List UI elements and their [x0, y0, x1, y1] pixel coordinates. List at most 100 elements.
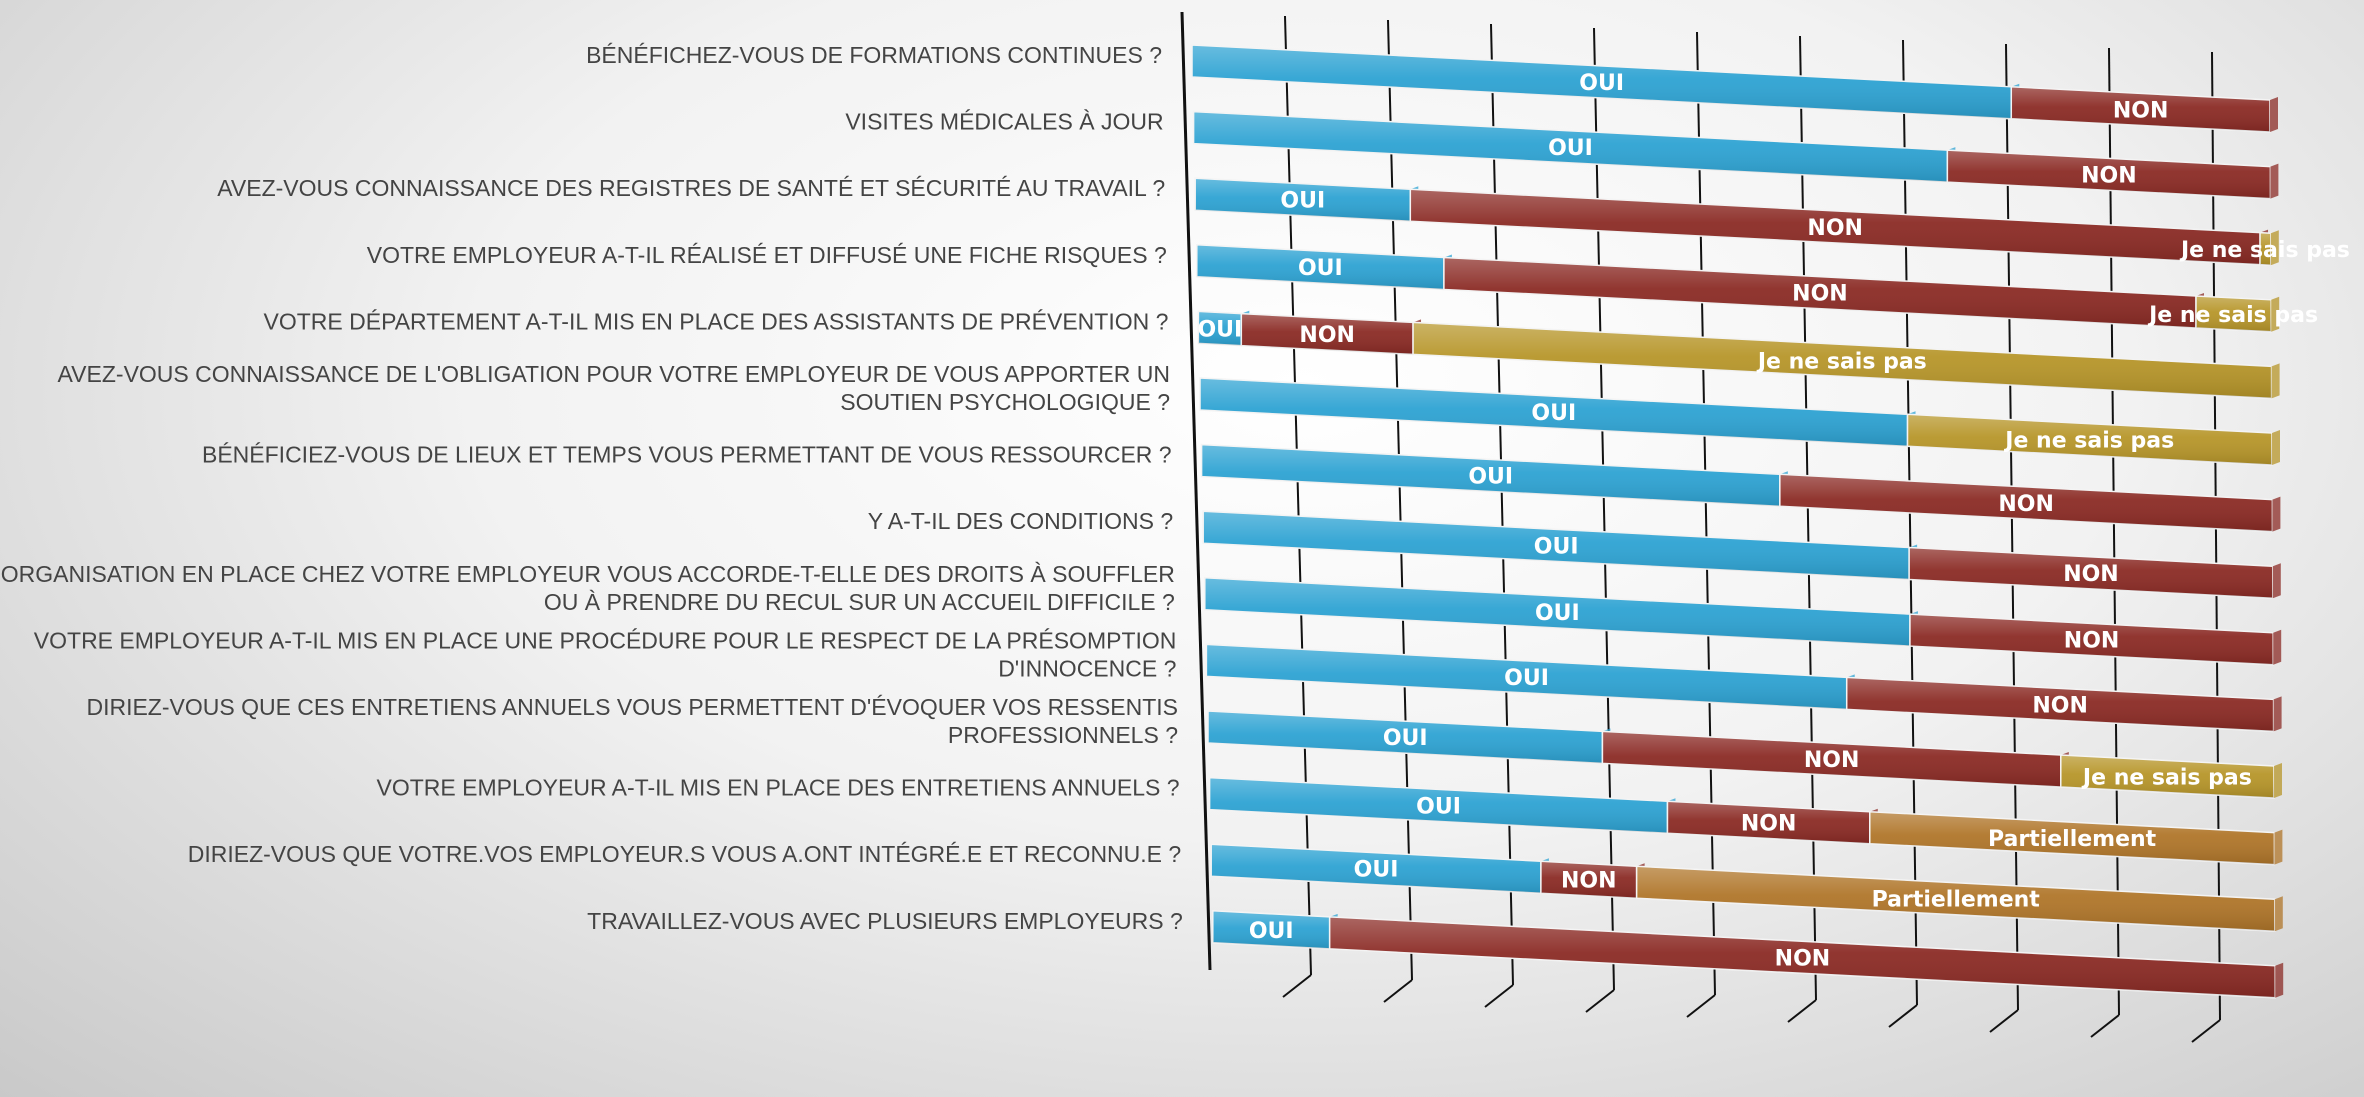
category-label: VOTRE DÉPARTEMENT A-T-IL MIS EN PLACE DE… — [264, 308, 1169, 334]
segment-label: OUI — [1531, 401, 1576, 426]
category-labels: BÉNÉFICHEZ-VOUS DE FORMATIONS CONTINUES … — [0, 42, 1183, 934]
bar-segment-shine — [1636, 866, 2275, 932]
bar-segment: OUI — [1200, 443, 1788, 508]
segment-label: OUI — [1504, 666, 1549, 691]
segment-label: NON — [2064, 628, 2120, 653]
category-label-line: PROFESSIONNELS ? — [948, 722, 1178, 748]
bar-segment-shine — [1540, 861, 1637, 899]
gridline — [2005, 43, 2019, 1011]
gridline — [1799, 35, 1817, 1001]
bar-segment: NON — [1601, 730, 2069, 788]
bar-segment-cap — [2272, 496, 2281, 532]
segment-label: NON — [1561, 869, 1617, 894]
bar-segment-cap — [2270, 163, 2279, 199]
segment-label: Je ne sais pas — [2179, 238, 2350, 263]
segment-label: NON — [1741, 811, 1797, 836]
segment-label: NON — [1792, 282, 1848, 307]
bar-segment-cap — [2270, 97, 2278, 132]
bar-segment-shine — [1208, 711, 1603, 764]
bar-segment-shine — [2060, 755, 2274, 798]
category-label-line: VOTRE EMPLOYEUR A-T-IL RÉALISÉ ET DIFFUS… — [367, 242, 1167, 268]
bar-segment: OUI — [1208, 776, 1676, 835]
bar-segment: NON — [1540, 860, 1645, 899]
bar-segment: OUI — [1205, 643, 1855, 711]
category-label-line: OU À PRENDRE DU RECUL SUR UN ACCUEIL DIF… — [544, 589, 1175, 615]
grid-tick — [1989, 1009, 2019, 1033]
segment-label: OUI — [1197, 318, 1242, 343]
bar-segment: NON — [1409, 188, 2269, 266]
category-label: VOTRE EMPLOYEUR A-T-IL MIS EN PLACE UNE … — [34, 627, 1177, 681]
gridline — [1490, 23, 1514, 986]
bar-segment: NON — [1946, 149, 2279, 200]
bar-segment-cap — [2270, 230, 2279, 266]
bar-segment-cap — [2271, 363, 2280, 399]
grid-tick — [1383, 979, 1413, 1003]
y-axis-line — [1180, 11, 1212, 971]
bar-segment-shine — [1209, 777, 1668, 834]
grid-tick — [1484, 984, 1514, 1008]
category-label-line: DIRIEZ-VOUS QUE CES ENTRETIENS ANNUELS V… — [86, 694, 1178, 720]
gridline — [1902, 39, 1918, 1006]
bar-segment-cap — [2272, 563, 2281, 599]
bar-segment-shine — [1329, 916, 2276, 998]
gridline — [2108, 47, 2120, 1016]
bar-segment-shine — [1193, 111, 1948, 183]
bar-segment: OUI — [1191, 44, 2020, 120]
category-label-line: VOTRE EMPLOYEUR A-T-IL MIS EN PLACE UNE … — [34, 627, 1177, 653]
segment-label: OUI — [1579, 71, 1624, 96]
bar-segment: Je ne sais pas — [2179, 230, 2350, 266]
bar-segment-shine — [1909, 614, 2274, 665]
bar-segment: Je ne sais pas — [2060, 754, 2282, 799]
category-label: VOTRE EMPLOYEUR A-T-IL RÉALISÉ ET DIFFUS… — [367, 242, 1167, 268]
bar-segment: NON — [1443, 256, 2204, 329]
bar-segment-shine — [1204, 577, 1910, 647]
grid-tick — [2191, 1019, 2221, 1043]
bar-segment-shine — [1206, 644, 1847, 710]
grid-tick — [1888, 1004, 1918, 1028]
bar-segment-shine — [1779, 474, 2273, 532]
segment-label: OUI — [1535, 601, 1580, 626]
bar-segment: Partiellement — [1635, 865, 2283, 932]
bar-segment: Je ne sais pas — [2147, 295, 2318, 333]
segment-label: NON — [2032, 693, 2088, 718]
bar-segment-shine — [1413, 322, 2272, 399]
bar-segment-shine — [1196, 244, 1444, 290]
category-label-line: AVEZ-VOUS CONNAISSANCE DE L'OBLIGATION P… — [58, 361, 1170, 387]
bar-segment-cap — [2271, 296, 2280, 332]
segment-label: Partiellement — [1988, 827, 2157, 852]
bar-segment-shine — [1410, 189, 2261, 265]
segment-label: Je ne sais pas — [2003, 429, 2174, 454]
grid-tick — [2090, 1014, 2120, 1038]
bar-segment: Je ne sais pas — [1906, 413, 2280, 466]
gridline — [1593, 27, 1615, 991]
bar-segment-cap — [2275, 962, 2284, 998]
category-label: TRAVAILLEZ-VOUS AVEC PLUSIEURS EMPLOYEUR… — [587, 908, 1183, 934]
bar-segment-cap — [2274, 896, 2283, 932]
category-label: BÉNÉFICIEZ-VOUS DE LIEUX ET TEMPS VOUS P… — [202, 442, 1172, 468]
grid-tick — [1686, 994, 1716, 1018]
bar-segment-shine — [2011, 86, 2270, 132]
category-label: DIRIEZ-VOUS QUE VOTRE.VOS EMPLOYEUR.S VO… — [188, 841, 1181, 867]
segment-label: Je ne sais pas — [1756, 349, 1927, 374]
bar-segment: NON — [1240, 312, 1422, 356]
category-label-line: AVEZ-VOUS CONNAISSANCE DES REGISTRES DE … — [217, 175, 1165, 201]
segment-label: OUI — [1534, 534, 1579, 559]
bar-segment: OUI — [1194, 177, 1419, 222]
category-label: VOTRE EMPLOYEUR A-T-IL MIS EN PLACE DES … — [377, 775, 1180, 801]
category-label-line: BÉNÉFICIEZ-VOUS DE LIEUX ET TEMPS VOUS P… — [202, 442, 1172, 468]
bar-segment: NON — [1666, 800, 1878, 845]
bar-segment: OUI — [1199, 377, 1916, 448]
bar-segment-shine — [1443, 257, 2196, 328]
bar-segment-shine — [1201, 444, 1780, 507]
category-label: AVEZ-VOUS CONNAISSANCE DES REGISTRES DE … — [217, 175, 1165, 201]
segment-label: OUI — [1354, 858, 1399, 883]
bar-segment-shine — [1198, 311, 1242, 346]
segment-label: NON — [1299, 323, 1355, 348]
segment-label: OUI — [1383, 726, 1428, 751]
segment-label: OUI — [1468, 464, 1513, 489]
segment-label: NON — [2113, 98, 2169, 123]
segment-label: Je ne sais pas — [2147, 303, 2318, 328]
category-label-line: DIRIEZ-VOUS QUE VOTRE.VOS EMPLOYEUR.S VO… — [188, 841, 1181, 867]
category-label-line: VOTRE DÉPARTEMENT A-T-IL MIS EN PLACE DE… — [264, 308, 1169, 334]
